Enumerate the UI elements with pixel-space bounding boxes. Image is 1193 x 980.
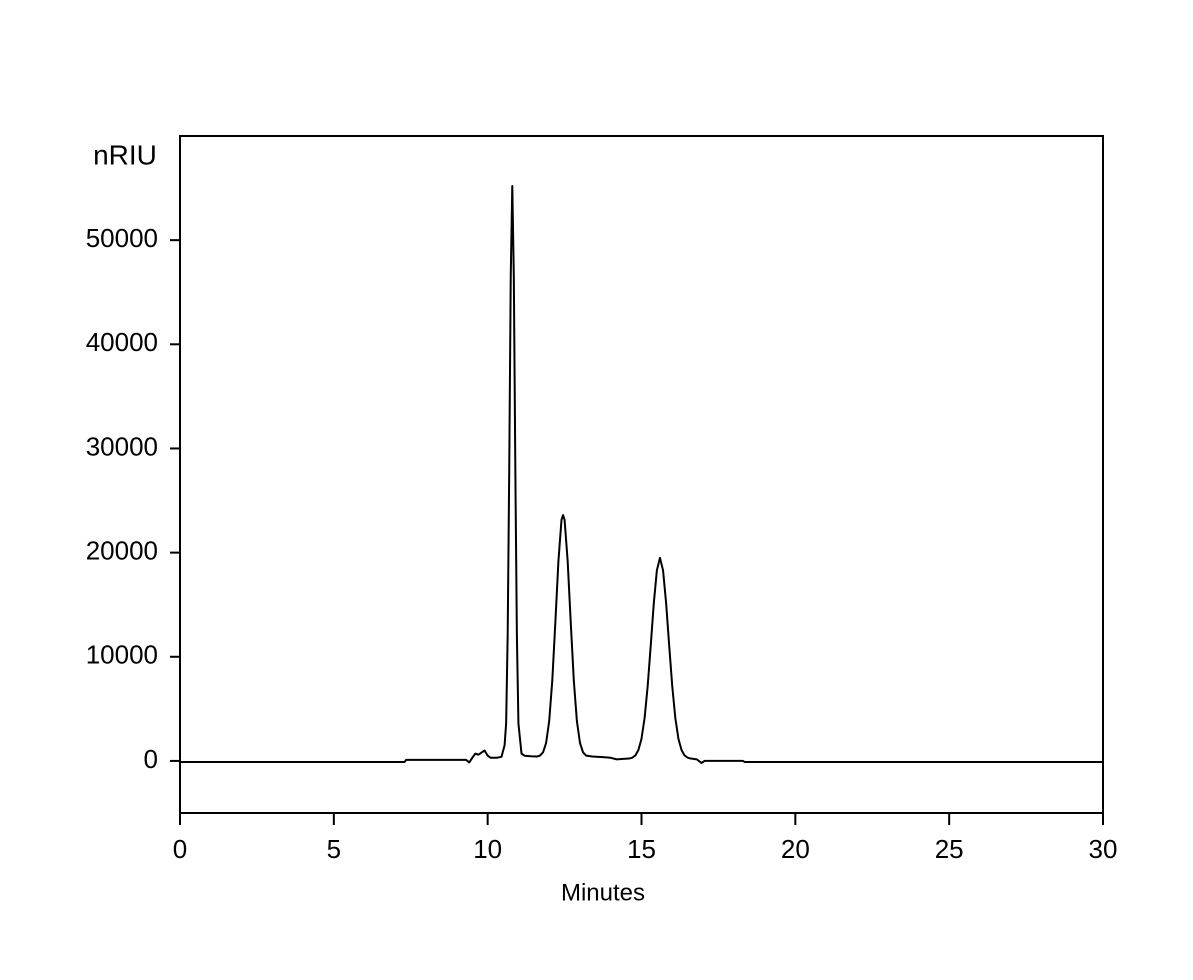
y-tick-label: 10000 bbox=[86, 640, 158, 670]
y-tick-label: 50000 bbox=[86, 223, 158, 253]
plot-frame bbox=[179, 135, 1104, 814]
y-tick-label: 0 bbox=[144, 744, 158, 774]
x-tick-label: 10 bbox=[473, 834, 502, 864]
y-tick-label: 30000 bbox=[86, 431, 158, 461]
x-axis-label: Minutes bbox=[561, 879, 645, 906]
x-tick-label: 30 bbox=[1089, 834, 1118, 864]
x-tick-label: 25 bbox=[935, 834, 964, 864]
chromatogram-line bbox=[180, 184, 1103, 765]
x-tick-label: 5 bbox=[327, 834, 341, 864]
y-axis-label: nRIU bbox=[93, 139, 157, 170]
y-tick-label: 20000 bbox=[86, 535, 158, 565]
x-tick-label: 15 bbox=[627, 834, 656, 864]
y-tick-label: 40000 bbox=[86, 327, 158, 357]
x-tick-label: 0 bbox=[173, 834, 187, 864]
x-tick-label: 20 bbox=[781, 834, 810, 864]
